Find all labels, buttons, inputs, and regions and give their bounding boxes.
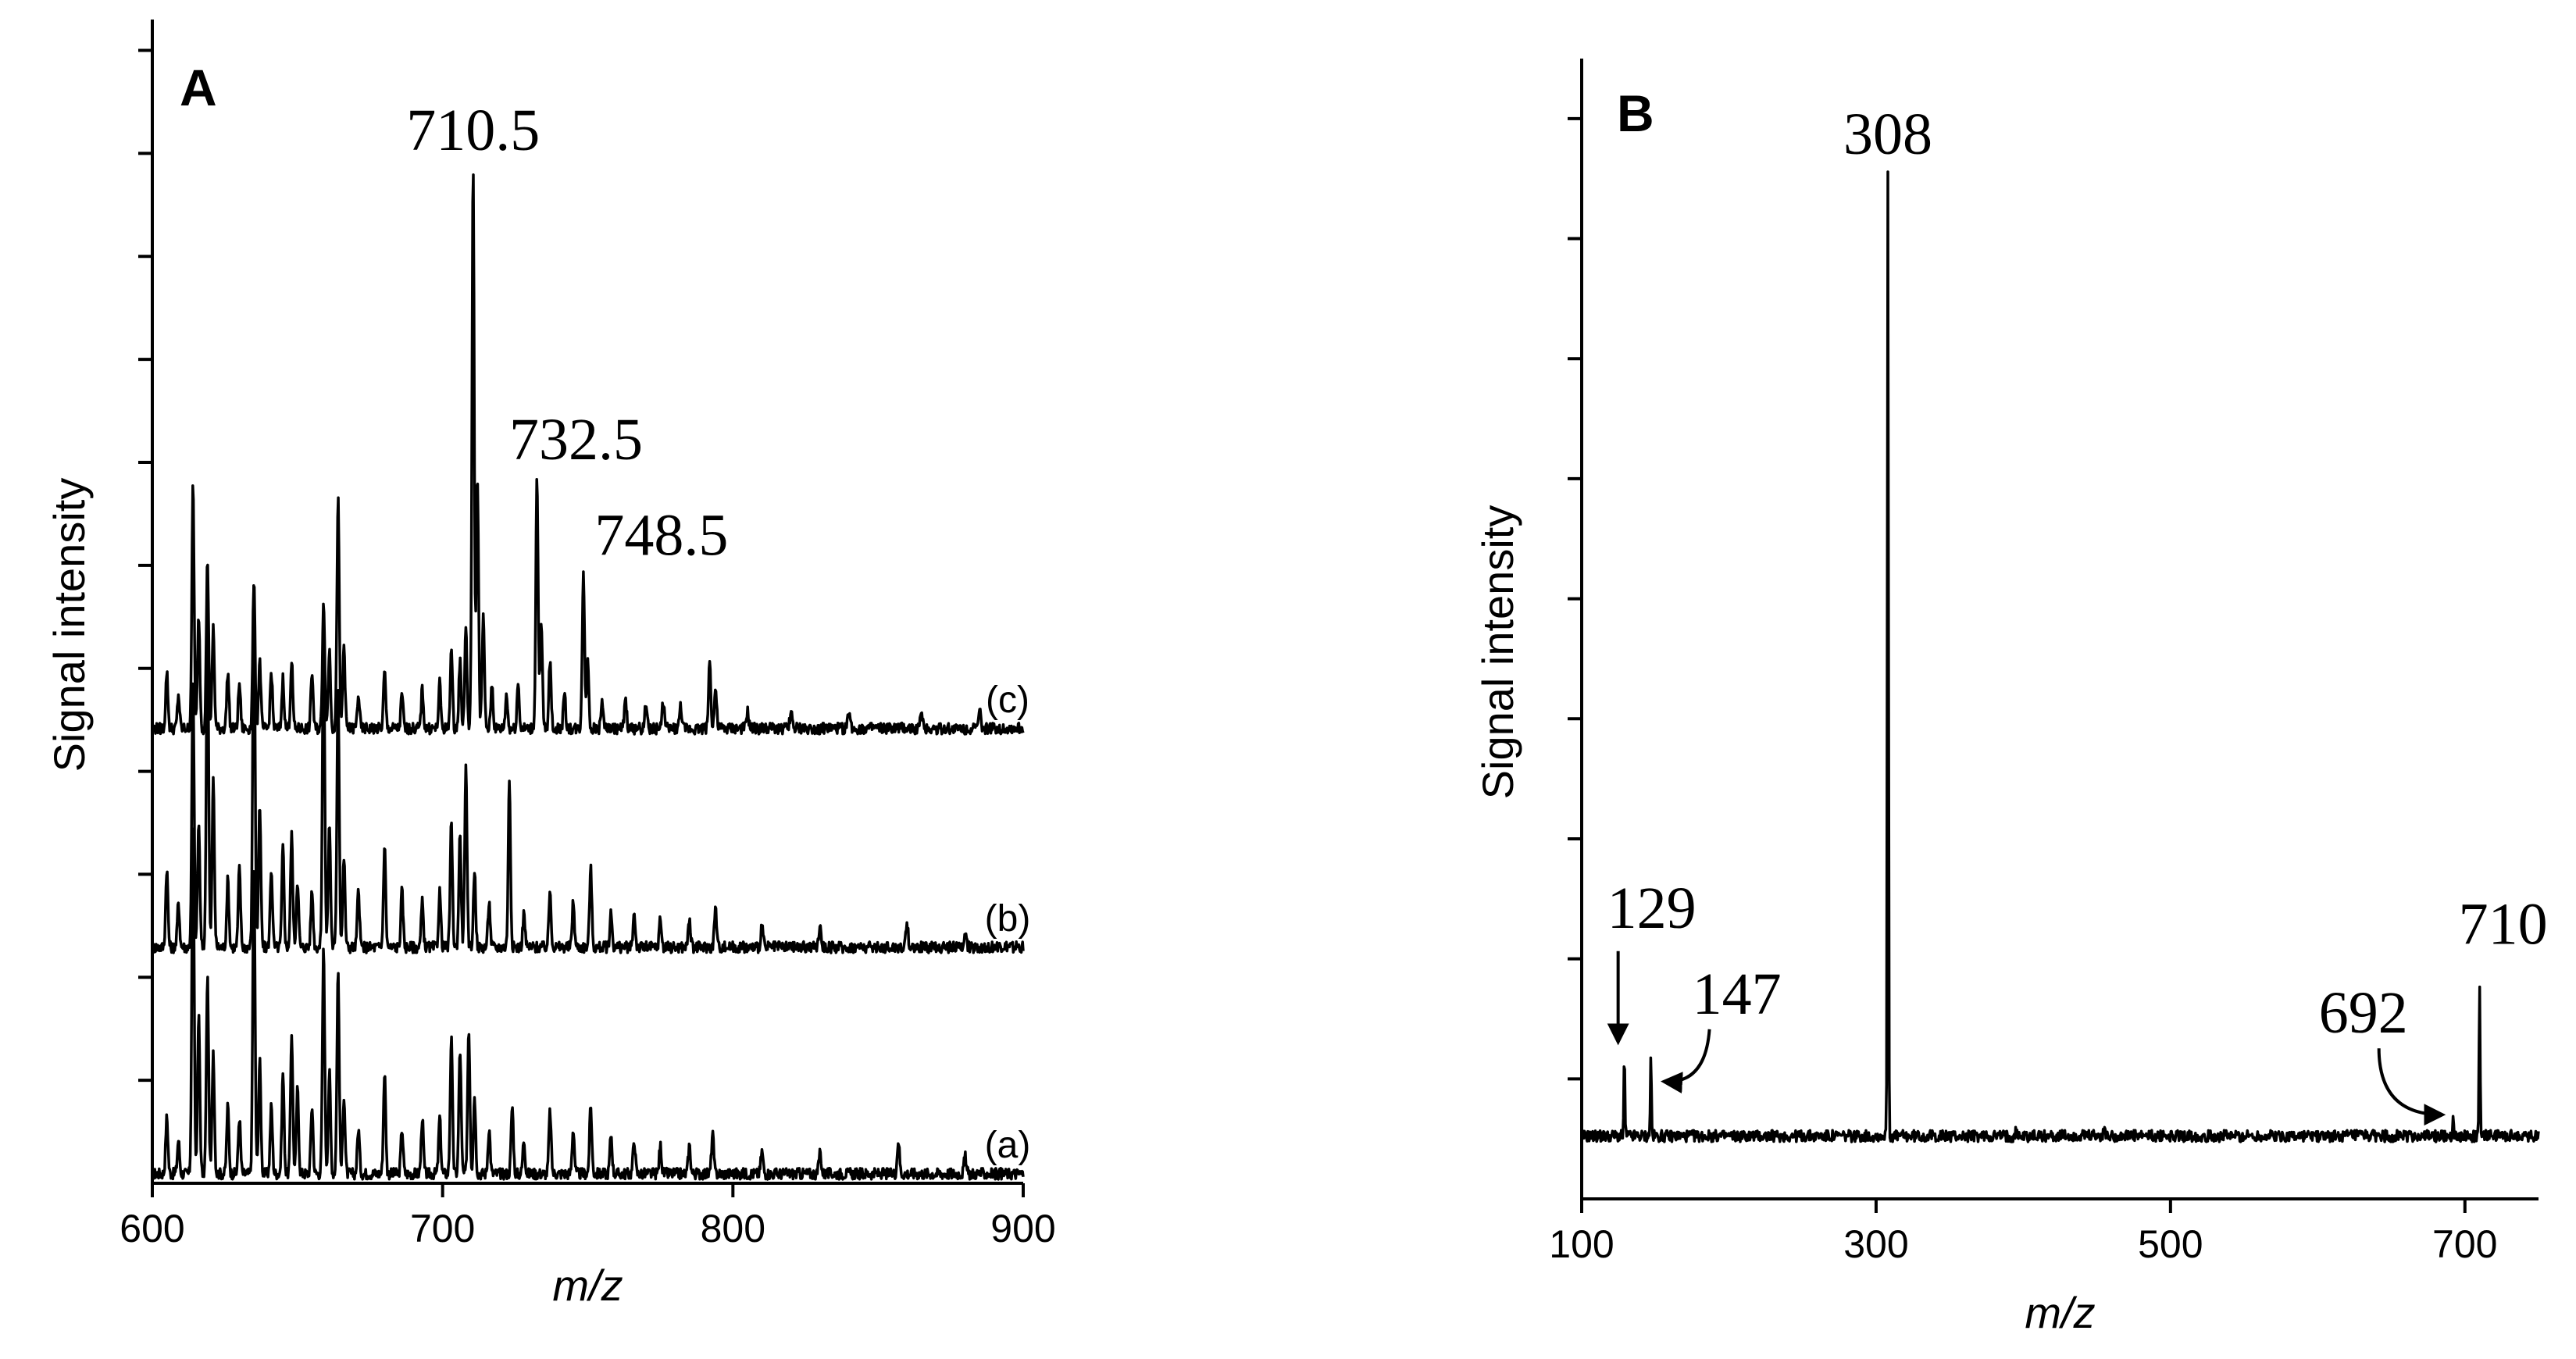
series-line-2: [151, 583, 1025, 954]
peak-annotation: 147: [1693, 961, 1782, 1027]
series-label: (b): [985, 898, 1031, 940]
x-tick-label: 800: [701, 1207, 765, 1250]
panel-label-b: B: [1617, 84, 1654, 142]
annotation-arrow: [1660, 1029, 1711, 1094]
x-axis-label: m/z: [552, 1261, 623, 1310]
series-label: (c): [986, 680, 1029, 721]
x-tick-label: 700: [410, 1207, 475, 1250]
peak-annotation: 732.5: [509, 407, 643, 473]
x-tick-label: 300: [1843, 1222, 1908, 1266]
peak-annotation: 692: [2319, 980, 2408, 1046]
peak-annotation: 748.5: [594, 502, 728, 568]
series-line: [1580, 170, 2540, 1143]
y-axis-label: Signal intensity: [1473, 505, 1522, 800]
series-line-3: [151, 173, 1025, 736]
x-tick-label: 900: [990, 1207, 1055, 1250]
peak-annotation: 308: [1843, 102, 1932, 167]
x-tick-label: 100: [1549, 1222, 1614, 1266]
peak-annotation: 710: [2459, 892, 2548, 958]
series-line-1: [152, 827, 1025, 1181]
x-tick-label: 600: [120, 1207, 184, 1250]
x-tick-label: 500: [2138, 1222, 2203, 1266]
peak-annotation: 129: [1607, 876, 1697, 941]
x-axis-label: m/z: [2025, 1288, 2095, 1337]
x-tick-label: 700: [2432, 1222, 2497, 1266]
chart-a: 600 700 800 900 Am/z Signal intensity (a) (b) (c…: [45, 20, 1056, 1310]
series-label: (a): [985, 1125, 1031, 1166]
chart-b: 100 300 500 700 Bm/z Signal intensity 308 129 14…: [1473, 59, 2548, 1337]
y-axis-label: Signal intensity: [45, 478, 94, 772]
panel-label-a: A: [180, 59, 217, 116]
annotation-arrow: [2377, 1048, 2446, 1126]
peak-annotation: 710.5: [406, 98, 540, 163]
